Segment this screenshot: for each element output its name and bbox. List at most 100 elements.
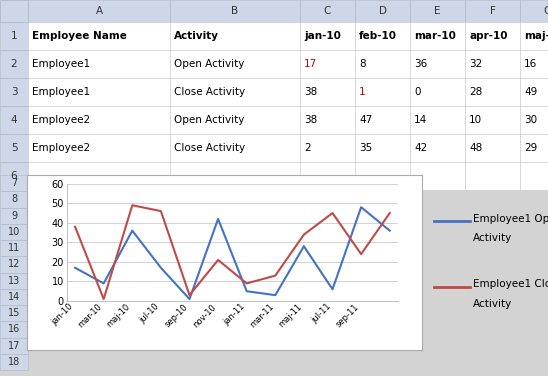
Bar bbox=[0, 0, 28, 22]
Text: 11: 11 bbox=[8, 243, 20, 253]
Bar bbox=[300, 0, 355, 22]
Bar bbox=[28, 106, 170, 134]
Bar bbox=[0, 162, 28, 190]
Bar bbox=[28, 22, 170, 50]
Text: Employee1: Employee1 bbox=[32, 87, 90, 97]
Bar bbox=[0, 22, 28, 50]
Text: Employee1: Employee1 bbox=[32, 59, 90, 69]
Text: 38: 38 bbox=[304, 87, 317, 97]
Bar bbox=[410, 106, 465, 134]
Bar bbox=[0, 106, 28, 134]
Text: 7: 7 bbox=[11, 178, 17, 188]
Bar bbox=[465, 162, 520, 190]
Text: Employee1 Close: Employee1 Close bbox=[473, 279, 548, 290]
Bar bbox=[0, 224, 28, 240]
Bar bbox=[300, 106, 355, 134]
Text: E: E bbox=[434, 6, 441, 16]
Bar bbox=[0, 50, 28, 78]
Text: 16: 16 bbox=[524, 59, 537, 69]
Bar bbox=[28, 50, 170, 78]
Bar bbox=[0, 208, 28, 224]
Text: 8: 8 bbox=[359, 59, 366, 69]
Bar bbox=[0, 78, 28, 106]
Bar bbox=[0, 134, 28, 162]
Bar bbox=[28, 78, 170, 106]
Bar bbox=[520, 50, 548, 78]
Bar bbox=[465, 78, 520, 106]
Bar bbox=[410, 78, 465, 106]
Bar bbox=[300, 50, 355, 78]
Bar bbox=[0, 175, 28, 191]
Text: Activity: Activity bbox=[174, 31, 219, 41]
Text: Close Activity: Close Activity bbox=[174, 87, 245, 97]
Bar bbox=[520, 0, 548, 22]
Text: A: A bbox=[95, 6, 102, 16]
Bar bbox=[0, 0, 28, 22]
Text: 4: 4 bbox=[11, 115, 18, 125]
Bar bbox=[520, 106, 548, 134]
Bar bbox=[0, 321, 28, 338]
Bar bbox=[355, 162, 410, 190]
Text: 48: 48 bbox=[469, 143, 482, 153]
Text: 13: 13 bbox=[8, 276, 20, 286]
Text: 8: 8 bbox=[11, 194, 17, 205]
Bar bbox=[465, 50, 520, 78]
Bar bbox=[465, 134, 520, 162]
Text: maj-10: maj-10 bbox=[524, 31, 548, 41]
Text: 17: 17 bbox=[304, 59, 317, 69]
Text: 12: 12 bbox=[8, 259, 20, 269]
Text: Open Activity: Open Activity bbox=[174, 59, 244, 69]
Bar bbox=[170, 0, 300, 22]
Bar bbox=[0, 289, 28, 305]
Text: 36: 36 bbox=[414, 59, 427, 69]
Bar bbox=[355, 106, 410, 134]
Bar bbox=[28, 134, 170, 162]
Bar bbox=[300, 162, 355, 190]
Bar bbox=[170, 106, 300, 134]
Text: apr-10: apr-10 bbox=[469, 31, 507, 41]
Text: 10: 10 bbox=[8, 227, 20, 237]
Text: 10: 10 bbox=[469, 115, 482, 125]
Bar bbox=[170, 50, 300, 78]
Bar bbox=[300, 78, 355, 106]
Bar bbox=[300, 134, 355, 162]
Bar bbox=[170, 162, 300, 190]
Bar bbox=[410, 50, 465, 78]
Bar bbox=[410, 134, 465, 162]
Text: G: G bbox=[544, 6, 548, 16]
Text: 9: 9 bbox=[11, 211, 17, 221]
Text: Open Activity: Open Activity bbox=[174, 115, 244, 125]
Text: mar-10: mar-10 bbox=[414, 31, 456, 41]
Text: 3: 3 bbox=[11, 87, 18, 97]
Bar bbox=[170, 22, 300, 50]
Text: 30: 30 bbox=[524, 115, 537, 125]
Text: 16: 16 bbox=[8, 324, 20, 334]
Bar bbox=[0, 354, 28, 370]
Bar bbox=[465, 22, 520, 50]
Bar bbox=[0, 191, 28, 208]
Text: 5: 5 bbox=[11, 143, 18, 153]
Text: 47: 47 bbox=[359, 115, 372, 125]
Bar bbox=[300, 22, 355, 50]
Text: 17: 17 bbox=[8, 341, 20, 351]
Text: jan-10: jan-10 bbox=[304, 31, 341, 41]
Text: 38: 38 bbox=[304, 115, 317, 125]
Bar bbox=[410, 22, 465, 50]
Bar bbox=[0, 0, 548, 190]
Bar bbox=[520, 78, 548, 106]
Bar bbox=[0, 240, 28, 256]
Text: 49: 49 bbox=[524, 87, 537, 97]
Bar bbox=[355, 0, 410, 22]
Bar bbox=[465, 0, 520, 22]
Text: Employee1 Open: Employee1 Open bbox=[473, 214, 548, 224]
Text: 28: 28 bbox=[469, 87, 482, 97]
Text: Activity: Activity bbox=[473, 299, 512, 309]
Text: 18: 18 bbox=[8, 357, 20, 367]
Bar bbox=[410, 0, 465, 22]
Bar bbox=[355, 134, 410, 162]
Text: 42: 42 bbox=[414, 143, 427, 153]
Text: C: C bbox=[324, 6, 331, 16]
Bar bbox=[520, 134, 548, 162]
Text: 15: 15 bbox=[8, 308, 20, 318]
Text: Employee Name: Employee Name bbox=[32, 31, 127, 41]
